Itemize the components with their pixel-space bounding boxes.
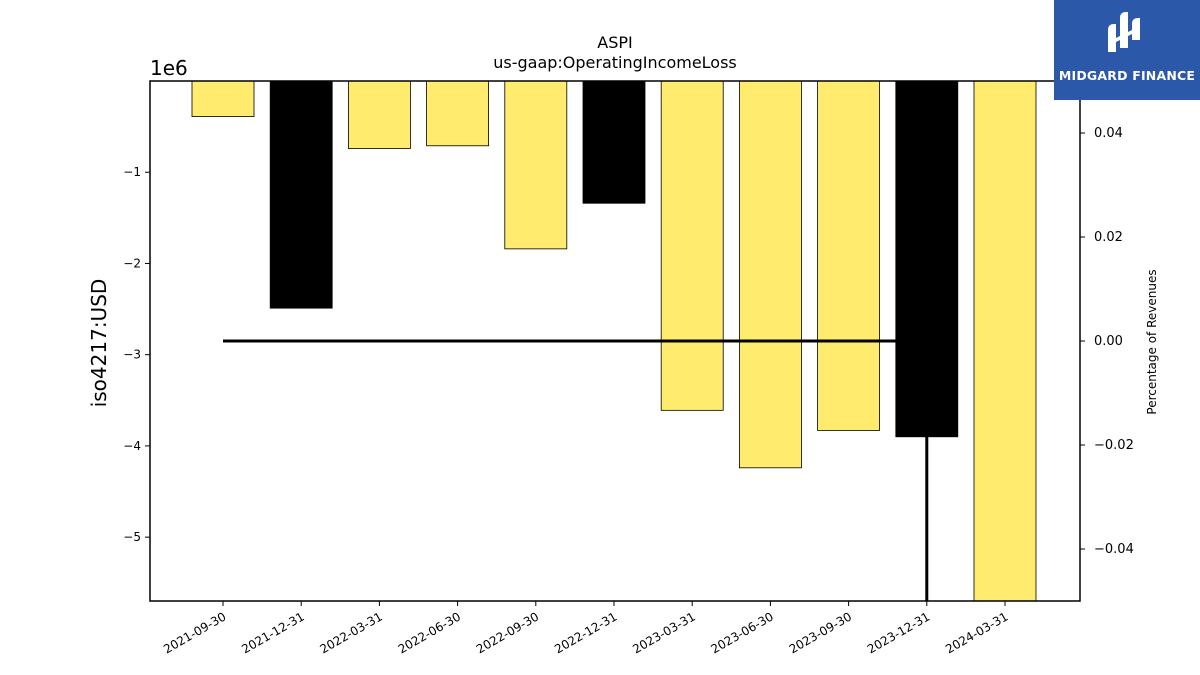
brand-logo: MIDGARD FINANCE — [1054, 0, 1200, 100]
x-tick-label: 2022-06-30 — [396, 609, 463, 656]
bar-2021-12-31 — [269, 80, 333, 309]
percentage-line-group — [223, 339, 929, 601]
y-tick-label: −1 — [123, 165, 141, 179]
x-tick-label: 2022-09-30 — [474, 609, 541, 656]
bar-2022-03-31 — [347, 80, 411, 149]
bar-2021-09-30 — [191, 80, 255, 117]
y2-tick-label: 0.02 — [1094, 230, 1123, 245]
bar-2022-12-31 — [582, 80, 646, 204]
x-tick-label: 2023-12-31 — [865, 609, 932, 656]
x-tick-label: 2022-12-31 — [552, 609, 619, 656]
y-tick-label: −2 — [123, 256, 141, 270]
y-offset-label: 1e6 — [150, 56, 188, 80]
x-tick-label: 2021-09-30 — [161, 609, 228, 656]
x-tick-label: 2023-06-30 — [708, 609, 775, 656]
y-tick-label: −5 — [123, 530, 141, 544]
bar-2023-09-30 — [817, 80, 880, 431]
y2-tick-label: −0.02 — [1094, 438, 1134, 453]
bar-2022-06-30 — [426, 80, 490, 147]
bar-2024-03-31 — [973, 80, 1037, 602]
x-tick-label: 2022-03-31 — [317, 609, 384, 656]
y-tick-label: −3 — [123, 348, 141, 362]
chart-subtitle: us-gaap:OperatingIncomeLoss — [493, 53, 737, 72]
x-tick-label: 2021-12-31 — [239, 609, 306, 656]
y2-axis-label: Percentage of Revenues — [1145, 269, 1159, 414]
y-axis-label: iso4217:USD — [87, 279, 111, 408]
bar-2023-06-30 — [739, 80, 802, 469]
bar-2022-09-30 — [504, 80, 568, 250]
plot-frame — [149, 80, 1081, 602]
y2-tick-label: −0.04 — [1094, 542, 1134, 557]
x-tick-label: 2023-03-31 — [630, 609, 697, 656]
midgard-logo-icon — [1108, 12, 1140, 52]
chart-title: ASPI — [597, 33, 632, 52]
y2-tick-label: 0.04 — [1094, 126, 1123, 141]
y-tick-label: −4 — [123, 439, 141, 453]
x-tick-label: 2024-03-31 — [943, 609, 1010, 656]
bar-2023-03-31 — [660, 80, 724, 411]
y2-tick-label: 0.00 — [1094, 334, 1123, 349]
brand-name: MIDGARD FINANCE — [1058, 68, 1196, 83]
x-tick-label: 2023-09-30 — [787, 609, 854, 656]
percentage-line — [223, 339, 929, 601]
